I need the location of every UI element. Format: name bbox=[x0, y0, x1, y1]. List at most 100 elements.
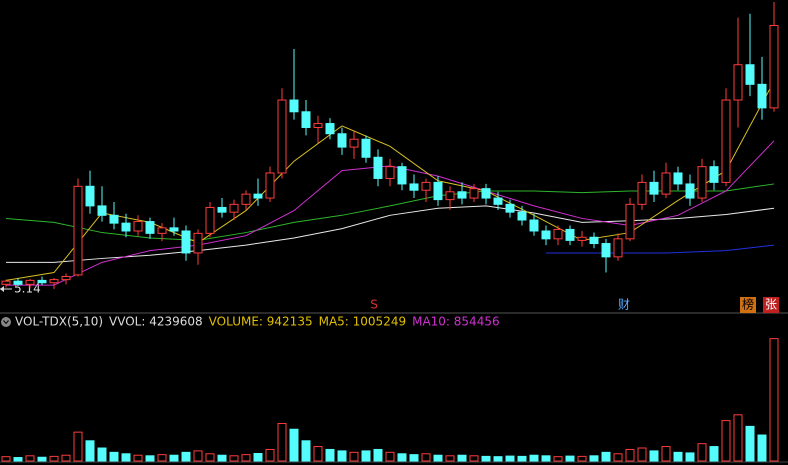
candle-body bbox=[757, 83, 767, 109]
volume-bar bbox=[517, 455, 527, 462]
candle-body bbox=[541, 230, 551, 240]
candle-body bbox=[313, 123, 323, 128]
volume-bar bbox=[457, 454, 467, 462]
candle-body bbox=[1, 280, 11, 285]
candle-body bbox=[733, 64, 743, 101]
volume-bar bbox=[721, 420, 731, 462]
candle-body bbox=[337, 133, 347, 148]
candle-body bbox=[193, 232, 203, 254]
candle-body bbox=[469, 188, 479, 199]
volume-bar bbox=[745, 425, 755, 462]
candle-body bbox=[229, 203, 239, 213]
candle-body bbox=[73, 185, 83, 276]
volume-bar bbox=[421, 453, 431, 462]
volume-bar bbox=[145, 455, 155, 462]
candle-body bbox=[673, 172, 683, 185]
volume-bar bbox=[169, 454, 179, 462]
candle-body bbox=[745, 64, 755, 85]
ma-line bbox=[5, 80, 775, 281]
marker-box bbox=[740, 297, 756, 313]
volume-bar bbox=[49, 455, 59, 462]
volume-bar bbox=[613, 453, 623, 462]
volume-bar bbox=[217, 454, 227, 462]
volume-bar bbox=[589, 455, 599, 462]
candle-body bbox=[133, 221, 143, 232]
candle-body bbox=[529, 219, 539, 232]
volume-bar bbox=[337, 450, 347, 462]
volume-legend: MA5: 1005249 bbox=[319, 315, 407, 329]
candle-body bbox=[49, 279, 59, 284]
volume-bar bbox=[313, 446, 323, 462]
candle-body bbox=[505, 203, 515, 213]
volume-bar bbox=[301, 440, 311, 462]
volume-bar bbox=[685, 452, 695, 462]
candle-body bbox=[349, 138, 359, 148]
volume-bar bbox=[157, 454, 167, 462]
candle-body bbox=[157, 227, 167, 234]
indicator-toggle[interactable] bbox=[1, 317, 11, 327]
volume-bar bbox=[493, 456, 503, 462]
volume-bar bbox=[649, 450, 659, 462]
candle-body bbox=[553, 228, 563, 240]
volume-bar bbox=[601, 451, 611, 462]
volume-bar bbox=[409, 454, 419, 462]
volume-bar bbox=[109, 451, 119, 462]
volume-bar bbox=[1, 456, 11, 462]
candle-body bbox=[769, 25, 779, 109]
candle-body bbox=[385, 166, 395, 179]
candle-body bbox=[241, 193, 251, 205]
candle-body bbox=[697, 166, 707, 199]
candle-body bbox=[457, 191, 467, 199]
volume-bar bbox=[577, 455, 587, 462]
candle-body bbox=[37, 279, 47, 284]
volume-bar bbox=[481, 455, 491, 462]
volume-bar bbox=[193, 450, 203, 462]
volume-legend: VVOL: 4239608 bbox=[109, 315, 203, 329]
volume-bar bbox=[385, 451, 395, 462]
volume-bar bbox=[637, 447, 647, 462]
volume-legend: VOL-TDX(5,10) bbox=[15, 315, 103, 329]
volume-bar bbox=[769, 338, 779, 462]
toggle-chevron bbox=[3, 320, 9, 325]
candle-body bbox=[145, 221, 155, 234]
candle-body bbox=[277, 99, 287, 174]
volume-bar bbox=[541, 455, 551, 462]
volume-bar bbox=[373, 448, 383, 462]
volume-legend: VOLUME: 942135 bbox=[209, 315, 313, 329]
candle-body bbox=[169, 227, 179, 232]
volume-bar bbox=[625, 448, 635, 462]
volume-bar bbox=[253, 452, 263, 462]
candle-body bbox=[205, 206, 215, 234]
candle-body bbox=[577, 236, 587, 241]
candle-body bbox=[421, 181, 431, 191]
volume-bar bbox=[133, 454, 143, 462]
candle-body bbox=[85, 185, 95, 207]
candle-body bbox=[493, 197, 503, 205]
event-marker[interactable]: 张 bbox=[765, 298, 777, 312]
volume-bar bbox=[697, 443, 707, 462]
candle-body bbox=[589, 236, 599, 245]
candle-body bbox=[445, 191, 455, 201]
volume-legend: MA10: 854456 bbox=[412, 315, 500, 329]
candle-body bbox=[61, 275, 71, 281]
event-marker[interactable]: 财 bbox=[618, 298, 630, 312]
volume-bar bbox=[433, 454, 443, 462]
candle-body bbox=[433, 181, 443, 201]
candle-body bbox=[481, 188, 491, 199]
volume-bar bbox=[25, 455, 35, 462]
candle-body bbox=[721, 99, 731, 183]
candle-body bbox=[661, 172, 671, 195]
candle-body bbox=[109, 214, 119, 224]
event-marker[interactable]: 榜 bbox=[742, 297, 754, 312]
volume-bar bbox=[265, 448, 275, 462]
candle-body bbox=[25, 279, 35, 285]
low-arrow-head bbox=[0, 286, 4, 292]
candle-body bbox=[625, 203, 635, 240]
volume-bar bbox=[709, 446, 719, 462]
candle-body bbox=[709, 166, 719, 183]
volume-bar bbox=[565, 455, 575, 462]
event-marker[interactable]: S bbox=[370, 298, 378, 312]
volume-bar bbox=[289, 428, 299, 462]
candle-body bbox=[649, 181, 659, 195]
